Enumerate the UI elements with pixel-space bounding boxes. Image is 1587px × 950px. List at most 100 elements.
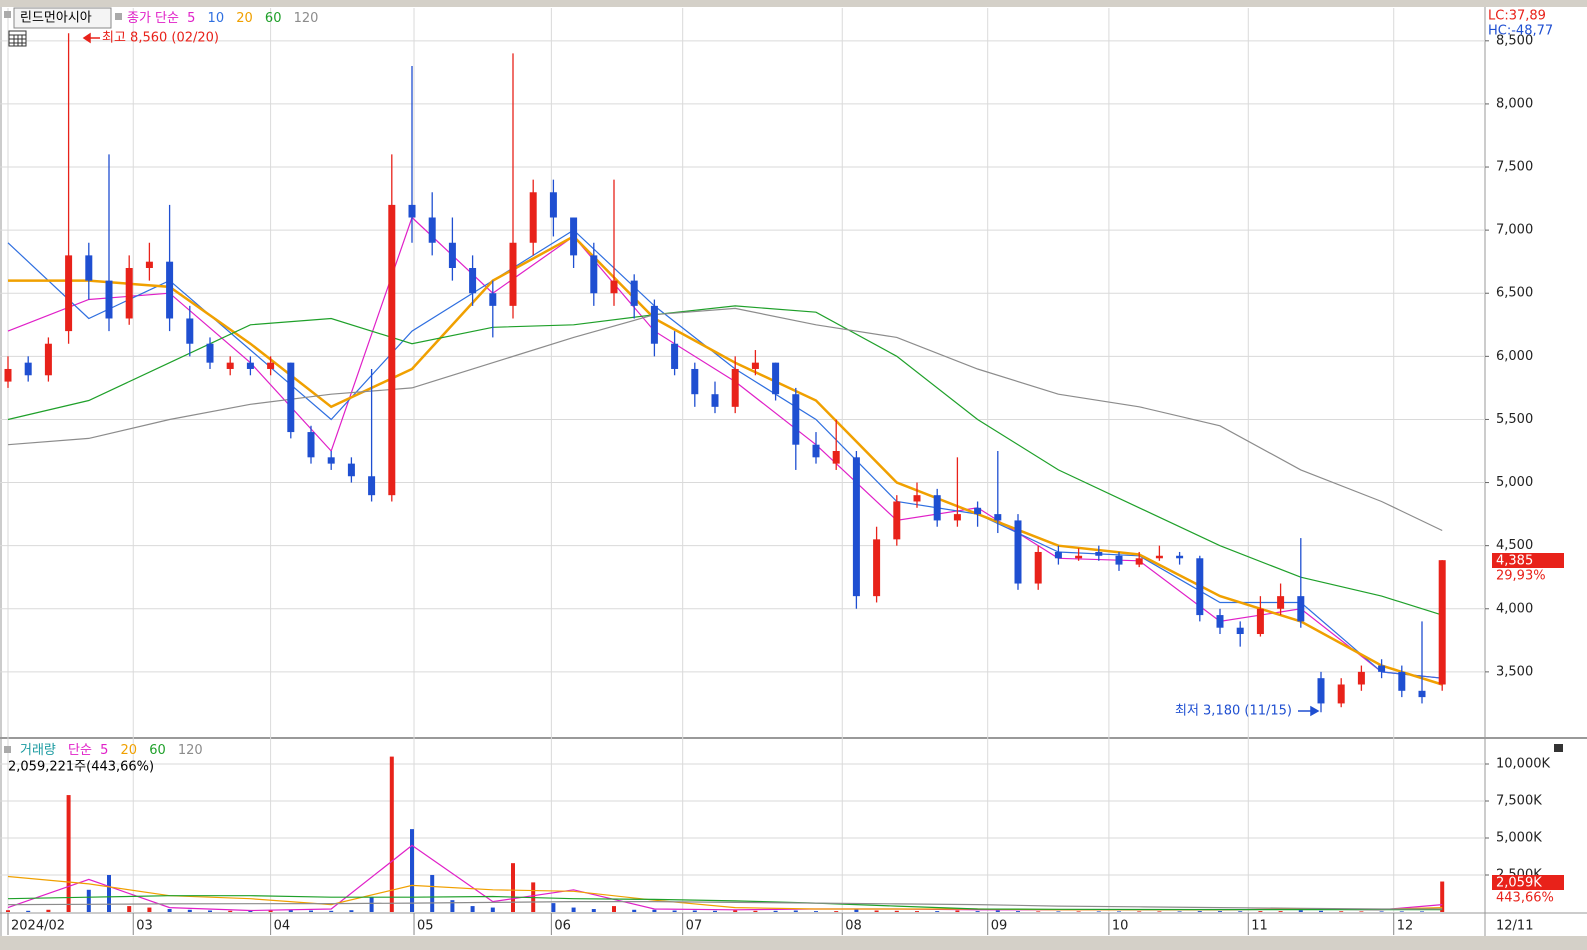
volume-bar (430, 875, 435, 912)
panel-button[interactable] (1554, 744, 1563, 752)
volume-bar (1359, 911, 1364, 912)
marks (4, 33, 1446, 912)
candle-body (590, 255, 598, 294)
volume-bar (288, 909, 293, 912)
volume-bar (309, 910, 313, 912)
candle-body (448, 242, 456, 268)
volume-bar (167, 909, 172, 912)
volume-bar (1420, 911, 1424, 912)
volume-bar (551, 903, 556, 912)
volume-bar (470, 906, 475, 912)
candle-body (1317, 678, 1325, 704)
volume-bar (975, 911, 980, 912)
candle-body (529, 192, 537, 243)
y-tick-label: 3,500 (1496, 664, 1533, 679)
candle-body (85, 255, 93, 281)
moving-average-line (7, 305, 1443, 616)
volume-legend: 거래량 단순 5 20 60 120 (20, 743, 203, 758)
volume-bar (874, 910, 879, 912)
volume-bar (995, 910, 1000, 912)
x-tick-label: 04 (274, 919, 291, 934)
y-tick-label: 8,500 (1496, 33, 1533, 48)
candle-body (650, 305, 658, 344)
volume-bar (1036, 911, 1041, 912)
volume-bar (632, 909, 637, 912)
candle-body (1135, 558, 1143, 565)
candle-body (105, 280, 113, 319)
x-tick-label: 03 (136, 919, 153, 934)
x-tick-label: 11 (1251, 919, 1268, 934)
legend-entry: 120 (294, 11, 319, 26)
volume-bar (369, 897, 374, 912)
candle-body (1438, 560, 1446, 685)
candle-body (1196, 558, 1204, 616)
candle-body (1337, 684, 1345, 704)
bottom-strip (0, 936, 1587, 950)
title-box[interactable] (13, 7, 112, 29)
candle-body (125, 267, 133, 319)
candle-body (1054, 551, 1062, 559)
candle-body (1418, 690, 1426, 698)
candle-body (24, 362, 32, 376)
candle-body (731, 368, 739, 407)
y-tick-label: 7,000 (1496, 223, 1533, 238)
legend-label: 단순 (68, 743, 92, 758)
volume-bar (955, 910, 960, 912)
candle-body (368, 476, 376, 496)
y-tick-label: 4,000 (1496, 601, 1533, 616)
volume-change: 443,66% (1496, 891, 1554, 906)
volume-bar (733, 910, 738, 912)
volume-title: 거래량 (20, 743, 56, 758)
volume-bar (1379, 911, 1384, 912)
volume-bar (915, 911, 919, 912)
candle-body (1034, 551, 1042, 584)
volume-bar (389, 756, 394, 912)
volume-bar (1258, 911, 1263, 912)
last-volume: 2,059K (1496, 876, 1542, 891)
legend-icon (115, 13, 122, 20)
grid: 3,500 4,000 4,500 5,000 5,500 6,000 6,500 7,000… (0, 8, 1550, 935)
calendar-icon[interactable] (8, 30, 27, 47)
candle-body (4, 368, 12, 382)
volume-bar (1197, 911, 1202, 912)
x-tick-label: 09 (991, 919, 1008, 934)
y-tick-label: 6,000 (1496, 349, 1533, 364)
volume-bar (107, 875, 111, 912)
legend-entry: 20 (236, 11, 253, 26)
x-tick-label: 07 (686, 919, 703, 934)
candle-body (246, 362, 254, 369)
legend-label: 종가 단순 (127, 11, 179, 26)
moving-average-line (7, 895, 1443, 911)
lc-label: LC:37,89 (1488, 9, 1546, 24)
candle-body (388, 204, 396, 496)
low-annotation: 최저 3,180 (11/15) (1175, 704, 1292, 719)
volume-icon (4, 746, 11, 753)
candle-body (307, 432, 315, 458)
candle-body (691, 368, 699, 395)
legend-entry: 10 (208, 11, 225, 26)
candle-body (832, 451, 840, 464)
volume-bar (208, 910, 212, 912)
volume-bar (854, 909, 859, 912)
legend-entry: 60 (265, 11, 282, 26)
low-arrow (1298, 705, 1320, 717)
volume-bar (652, 909, 657, 912)
volume-bar (349, 910, 354, 912)
candle-body (1176, 555, 1184, 559)
volume-bar (1319, 910, 1323, 912)
candle-body (489, 293, 497, 306)
x-tick-label: 06 (554, 919, 571, 934)
volume-bar (793, 910, 798, 912)
candle-body (1256, 608, 1264, 635)
candle-body (1095, 551, 1103, 556)
candle-body (145, 261, 153, 268)
high-annotation: 최고 8,560 (02/20) (102, 31, 219, 46)
volume-bar (894, 910, 899, 912)
candle-body (873, 539, 881, 597)
candle-body (1357, 671, 1365, 685)
volume-bar (511, 863, 515, 912)
legend-entry: 5 (100, 743, 108, 758)
volume-bar (1278, 911, 1283, 912)
